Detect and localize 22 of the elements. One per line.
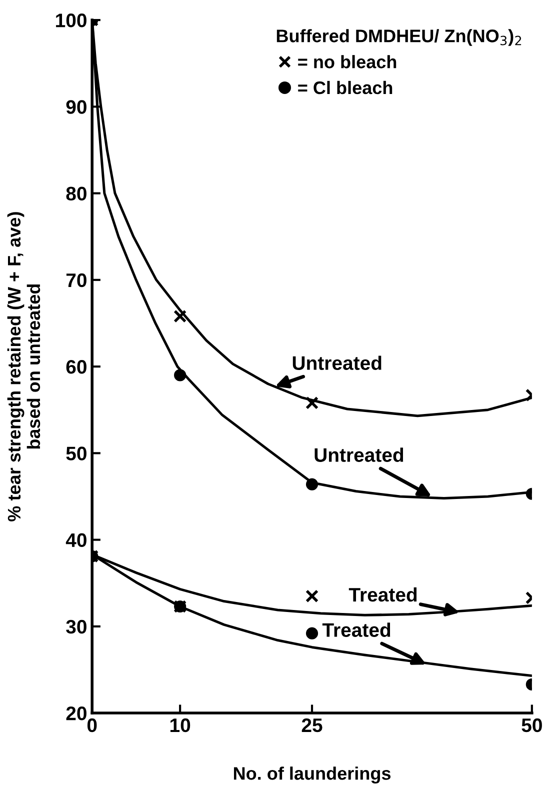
y-tick-label: 20 xyxy=(66,706,86,720)
y-tick-label: 60 xyxy=(66,360,86,374)
y-tick-label: 100 xyxy=(56,14,86,28)
y-tick-label: 80 xyxy=(66,186,86,201)
y-tick-label: 90 xyxy=(66,100,86,114)
y-tick-label: 30 xyxy=(66,620,86,634)
annotation: Untreated xyxy=(292,356,382,370)
y-tick-label: 50 xyxy=(66,446,86,460)
x-tick-label: 10 xyxy=(170,718,190,732)
x-tick-label: 0 xyxy=(87,718,97,732)
x-tick-label: 25 xyxy=(302,718,322,732)
legend-label: = no bleach xyxy=(298,55,396,68)
annotation: Untreated xyxy=(314,448,404,462)
legend-label: = Cl bleach xyxy=(298,80,392,94)
y-tick-label: 40 xyxy=(66,533,86,548)
annotation: Treated xyxy=(322,622,390,637)
legend-title: Buffered DMDHEU/ Zn(NO$_{3}$)$_{2}$ xyxy=(276,29,522,46)
annotation: Treated xyxy=(348,587,417,602)
y-tick-label: 70 xyxy=(66,273,86,288)
y-axis-title: % tear strength retained (W + F, ave) based on untreated xyxy=(7,212,40,522)
x-tick-label: 50 xyxy=(522,718,542,732)
x-axis-title: No. of launderings xyxy=(234,766,391,784)
